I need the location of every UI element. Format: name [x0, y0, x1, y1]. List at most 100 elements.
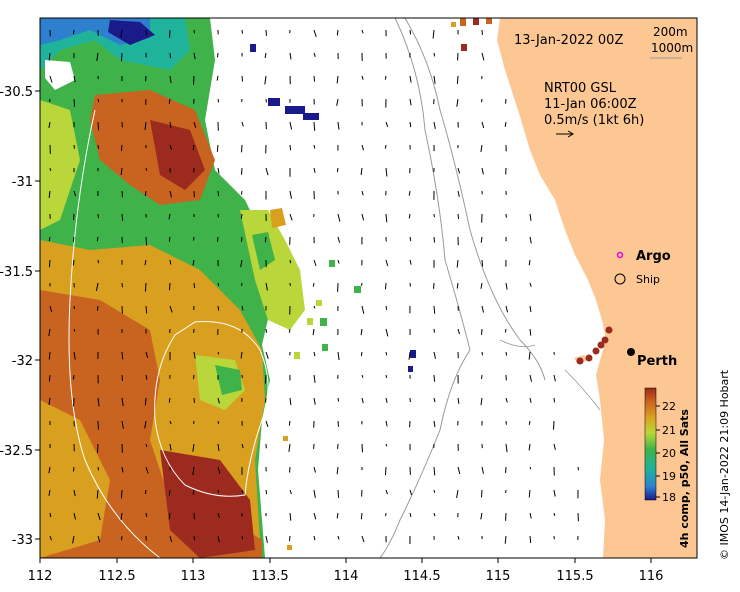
current-vector	[265, 351, 269, 359]
current-vector	[553, 489, 556, 497]
current-vector	[553, 374, 556, 382]
current-vector	[169, 282, 171, 291]
current-vector	[216, 236, 219, 242]
current-vector	[408, 190, 411, 196]
current-vector	[313, 121, 316, 131]
isobath-200m	[404, 18, 546, 381]
current-vector	[97, 121, 100, 131]
current-vector	[504, 535, 507, 544]
current-vector	[505, 397, 508, 403]
current-vector	[313, 351, 316, 357]
current-vector	[289, 213, 293, 221]
current-vector	[193, 512, 195, 520]
current-vector	[288, 328, 291, 333]
x-tick-label: 113.5	[251, 569, 288, 584]
scale-arrow	[556, 130, 574, 138]
current-vector	[264, 374, 267, 384]
current-vector	[96, 52, 99, 62]
sst-field	[40, 18, 492, 558]
current-vector	[49, 512, 52, 518]
current-vector	[312, 328, 315, 336]
current-vector	[169, 305, 173, 313]
current-vector	[217, 535, 220, 543]
current-vector	[144, 282, 147, 292]
current-vector	[241, 144, 243, 153]
current-vector	[361, 75, 364, 80]
current-vector	[145, 167, 148, 171]
current-vector	[241, 190, 243, 195]
current-vector	[193, 397, 195, 403]
y-axis: -30.5 -31 -31.5 -32 -32.5 -33	[0, 85, 40, 548]
current-vector	[505, 351, 508, 356]
current-vector	[433, 328, 435, 333]
current-vector	[361, 29, 364, 34]
current-vector	[361, 213, 365, 221]
current-vector	[121, 190, 123, 198]
current-vector	[144, 259, 147, 266]
current-vector	[73, 512, 76, 520]
current-vector	[48, 190, 51, 198]
current-vector	[313, 29, 317, 38]
current-vector	[193, 374, 195, 379]
current-vector	[241, 75, 243, 82]
current-vector	[385, 351, 388, 356]
x-tick-label: 114	[334, 569, 359, 584]
current-vector	[73, 75, 76, 83]
current-vector	[528, 420, 531, 425]
y-tick-label: -33	[12, 533, 33, 548]
current-vector	[385, 420, 388, 427]
current-vector	[217, 52, 219, 58]
current-vector	[409, 512, 412, 518]
current-vector	[313, 512, 317, 520]
current-vector	[265, 535, 268, 543]
current-vector	[144, 420, 147, 429]
current-vector	[457, 213, 460, 220]
current-vector	[433, 397, 436, 403]
current-vector	[217, 167, 220, 174]
legend-argo: Argo	[636, 249, 671, 264]
current-vector	[481, 167, 484, 175]
current-vector	[529, 328, 532, 336]
current-vector	[433, 75, 436, 84]
current-vector	[480, 512, 483, 520]
current-vector	[456, 75, 459, 84]
current-vector	[72, 259, 75, 266]
current-vector	[217, 512, 220, 518]
current-vector	[48, 397, 51, 406]
current-vector	[337, 420, 339, 427]
current-time-label: 11-Jan 06:00Z	[544, 97, 637, 112]
current-vector	[409, 75, 412, 83]
current-vector	[193, 236, 195, 241]
current-vector	[289, 489, 292, 495]
current-vector	[264, 236, 267, 243]
current-vector	[553, 443, 556, 450]
current-vector	[456, 282, 459, 289]
current-vector	[504, 328, 507, 333]
current-vector	[288, 535, 291, 542]
y-tick-label: -32.5	[0, 444, 33, 459]
y-tick-label: -31	[12, 175, 33, 190]
current-vector	[97, 466, 99, 471]
current-vector	[240, 236, 243, 242]
x-tick-label: 115.5	[556, 569, 593, 584]
current-vector	[504, 121, 507, 127]
current-vector	[313, 374, 316, 383]
current-vector	[48, 121, 51, 129]
current-vector	[433, 420, 436, 427]
current-vector	[312, 282, 315, 287]
current-vector	[361, 190, 364, 196]
current-vector	[289, 190, 292, 199]
current-vector	[480, 397, 483, 406]
current-vector	[97, 259, 100, 264]
current-vector	[336, 466, 339, 475]
current-vector	[288, 420, 291, 426]
current-vector	[193, 282, 196, 289]
current-vector	[145, 305, 148, 314]
current-vector	[457, 167, 461, 174]
current-vector	[169, 52, 172, 59]
current-vector	[169, 259, 172, 265]
current-vector	[384, 144, 387, 149]
current-vector	[337, 351, 340, 361]
current-vector	[337, 535, 340, 540]
current-vector	[193, 351, 196, 359]
